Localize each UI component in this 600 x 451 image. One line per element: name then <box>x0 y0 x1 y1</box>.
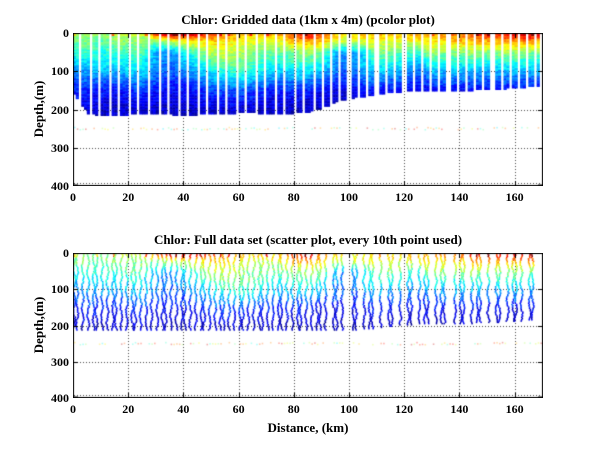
x-tick-label: 160 <box>505 402 524 416</box>
y-tick-label: 0 <box>63 246 69 260</box>
x-tick-label: 120 <box>395 190 414 204</box>
x-tick-label: 160 <box>505 190 524 204</box>
x-tick-label: 40 <box>177 190 190 204</box>
x-tick-label: 80 <box>287 402 300 416</box>
x-tick-label: 20 <box>122 402 135 416</box>
y-tick-label: 300 <box>51 140 69 155</box>
pcolor-plot-area <box>73 33 543 186</box>
scatter-plot-area <box>73 253 543 398</box>
x-tick-label: 40 <box>177 402 190 416</box>
x-tick-label: 100 <box>339 190 358 204</box>
x-tick-label: 140 <box>450 402 469 416</box>
y-tick-label: 100 <box>51 64 69 79</box>
x-tick-label: 0 <box>70 402 76 416</box>
y-tick-label: 100 <box>51 282 69 297</box>
y-tick-label: 300 <box>51 354 69 369</box>
x-tick-label: 20 <box>122 190 135 204</box>
x-tick-label: 120 <box>395 402 414 416</box>
top-plot-title: Chlor: Gridded data (1km x 4m) (pcolor p… <box>181 12 435 27</box>
x-tick-label: 60 <box>232 402 245 416</box>
y-tick-label: 200 <box>51 318 69 333</box>
bottom-plot-xlabel: Distance, (km) <box>267 420 349 435</box>
y-tick-label: 400 <box>51 179 69 193</box>
x-tick-label: 60 <box>232 190 245 204</box>
y-tick-label: 200 <box>51 102 69 117</box>
bottom-plot-title: Chlor: Full data set (scatter plot, ever… <box>153 232 463 247</box>
x-tick-label: 80 <box>287 190 300 204</box>
x-tick-label: 140 <box>450 190 469 204</box>
y-tick-label: 400 <box>51 391 69 405</box>
x-tick-label: 0 <box>70 190 76 204</box>
y-tick-label: 0 <box>63 26 69 40</box>
x-tick-label: 100 <box>339 402 358 416</box>
